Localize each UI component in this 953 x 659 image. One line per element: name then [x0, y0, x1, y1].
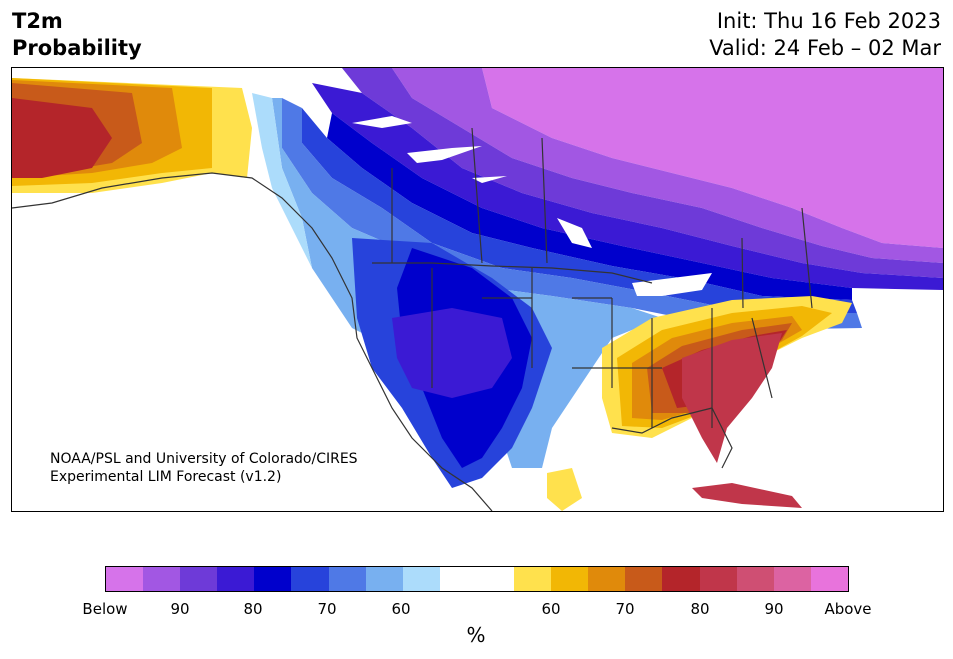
colorbar-segment [699, 567, 737, 591]
prob-region-below-85 [392, 68, 943, 263]
credit-text: NOAA/PSL and University of Colorado/CIRE… [50, 450, 358, 486]
lake-shape [352, 116, 712, 296]
colorbar-tick-label: 60 [391, 600, 411, 618]
prob-region-se-85 [682, 333, 782, 463]
colorbar-segment [773, 567, 811, 591]
colorbar-segment [810, 567, 848, 591]
colorbar-segment [476, 567, 515, 591]
colorbar-tick-label: 80 [243, 600, 263, 618]
colorbar-segment [662, 567, 700, 591]
prob-region-below-75 [312, 83, 943, 290]
colorbar-segment [439, 567, 477, 591]
prob-region-below-65 [302, 108, 857, 313]
colorbar-segment [402, 567, 440, 591]
chart-title: T2m Probability [12, 8, 142, 62]
colorbar-segment [588, 567, 626, 591]
title-line-2: Probability [12, 36, 142, 60]
prob-region-mexico-60 [547, 468, 582, 511]
colorbar-segment [365, 567, 403, 591]
colorbar-segment [625, 567, 663, 591]
colorbar-tick-label: Above [824, 600, 872, 618]
credit-line-1: NOAA/PSL and University of Colorado/CIRE… [50, 451, 358, 467]
colorbar-tick-label: 90 [170, 600, 190, 618]
prob-region-west-violet [392, 308, 512, 398]
colorbar-segment [514, 567, 552, 591]
colorbar-tick-label: 90 [764, 600, 784, 618]
colorbar-tick-label: 80 [690, 600, 710, 618]
credit-line-2: Experimental LIM Forecast (v1.2) [50, 469, 282, 485]
colorbar-segment [291, 567, 329, 591]
colorbar-segment [254, 567, 292, 591]
colorbar-tick-label: 70 [317, 600, 337, 618]
colorbar-segment [551, 567, 589, 591]
prob-region-cuba [692, 483, 802, 508]
colorbar-tick-label: Below [82, 600, 128, 618]
colorbar-tick-label: 70 [615, 600, 635, 618]
init-date: Init: Thu 16 Feb 2023 [716, 9, 941, 33]
colorbar-segment [217, 567, 255, 591]
colorbar [105, 566, 849, 592]
prob-region-alaska-80 [12, 98, 112, 178]
valid-date: Valid: 24 Feb – 02 Mar [709, 36, 941, 60]
colorbar-segment [180, 567, 218, 591]
forecast-map: NOAA/PSL and University of Colorado/CIRE… [11, 67, 944, 512]
colorbar-segment [736, 567, 774, 591]
colorbar-segment [143, 567, 181, 591]
colorbar-segment [328, 567, 366, 591]
colorbar-segment [106, 567, 144, 591]
colorbar-tick-label: 60 [541, 600, 561, 618]
prob-region-below-80 [342, 68, 943, 278]
prob-region-below-60 [282, 98, 862, 330]
prob-region-below-70 [327, 113, 852, 300]
title-line-1: T2m [12, 9, 63, 33]
prob-region-below-90 [482, 68, 943, 248]
prob-region-below-50 [252, 93, 332, 308]
map-svg [12, 68, 943, 511]
colorbar-unit: % [466, 623, 486, 647]
date-info: Init: Thu 16 Feb 2023 Valid: 24 Feb – 02… [709, 8, 941, 62]
borders [12, 127, 813, 511]
